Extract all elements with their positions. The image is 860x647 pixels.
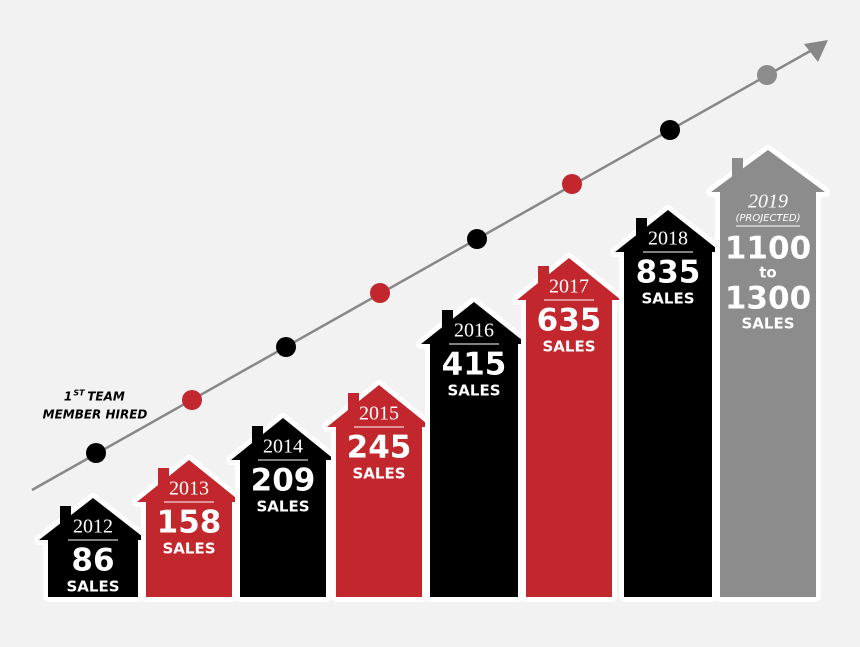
value: 245 [347,430,412,466]
house-body [327,385,431,597]
year: 2019 [748,191,788,213]
unit: SALES [641,290,694,308]
houses: 201286SALES2013158SALES2014209SALES20152… [34,145,830,602]
chimney [348,393,359,417]
value: 635 [537,303,602,339]
value: 835 [636,255,701,291]
trend-line [31,48,813,492]
value: 1100 [725,231,811,267]
unit: SALES [542,338,595,356]
chimney [636,218,647,242]
house-body [137,460,241,597]
house-body [711,150,825,597]
unit: SALES [447,382,500,400]
dot [562,174,582,194]
year: 2018 [648,228,688,250]
house-body [39,498,147,597]
chimney [732,158,743,182]
unit: SALES [352,465,405,483]
dot [757,65,777,85]
annotation-word: TEAM [87,390,125,404]
dot [182,390,202,410]
value: 86 [71,543,114,579]
annotation-suffix: ST [73,389,85,398]
year: 2013 [169,478,209,500]
dot [467,229,487,249]
note: (PROJECTED) [735,213,800,224]
unit: SALES [256,498,309,516]
house-body [421,302,527,597]
year: 2016 [454,320,494,342]
house-body [231,418,335,597]
trend-dots [86,65,777,463]
unit: SALES [741,315,794,333]
year: 2012 [73,516,113,538]
house-body [517,258,621,597]
value: 158 [157,505,222,541]
value: 415 [442,347,507,383]
chimney [158,468,169,492]
dot [276,337,296,357]
chimney [252,426,263,450]
value-high: 1300 [725,281,811,317]
trend-arrow [804,40,828,62]
connector: to [759,264,776,282]
annotation-number: 1 [64,390,72,404]
year: 2014 [263,436,303,458]
chimney [442,310,453,334]
chimney [538,266,549,290]
chimney [60,506,71,530]
dot [370,283,390,303]
unit: SALES [66,578,119,596]
house-body [615,210,721,597]
dot [86,443,106,463]
value: 209 [251,463,316,499]
unit: SALES [162,540,215,558]
dot [660,120,680,140]
year: 2015 [359,403,399,425]
year: 2017 [549,276,589,298]
annotation-line2: MEMBER HIRED [43,408,148,422]
